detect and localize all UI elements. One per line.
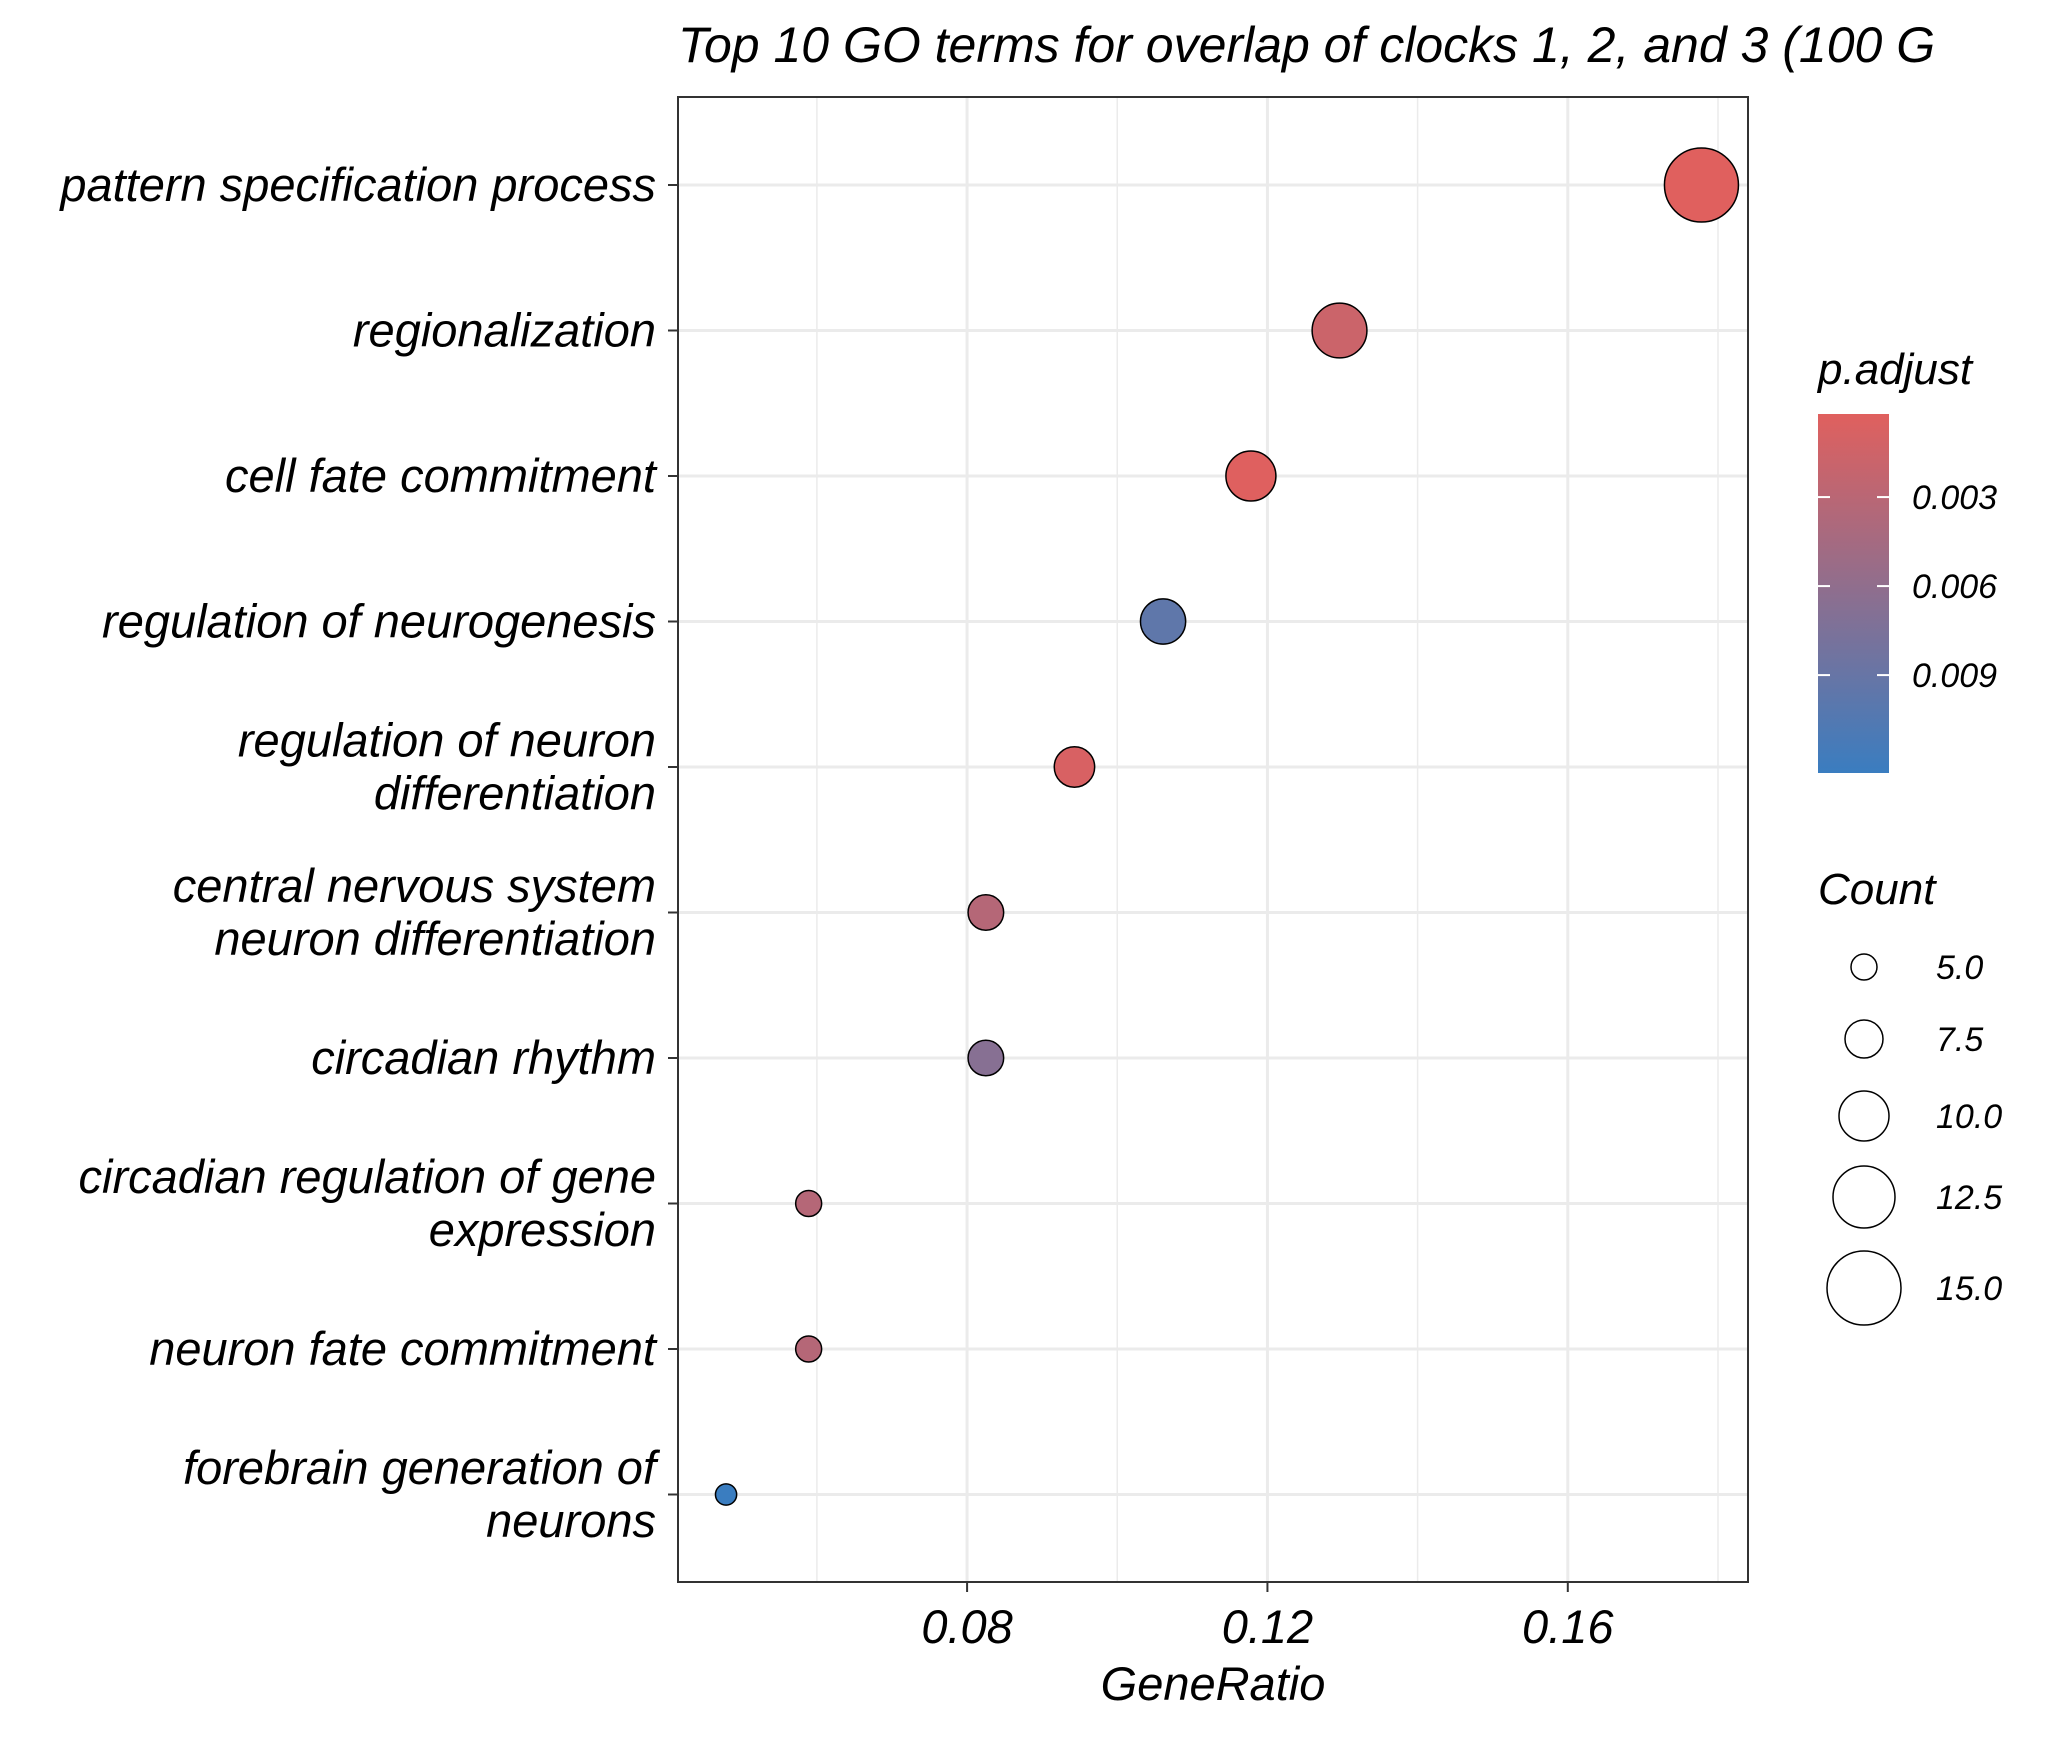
y-tick-label: pattern specification process [58, 158, 656, 211]
data-point [1663, 147, 1740, 223]
colorbar-label: 0.006 [1912, 568, 1997, 606]
points-layer [714, 147, 1740, 1506]
x-tick-label: 0.16 [1522, 1600, 1614, 1653]
y-tick-label: cell fate commitment [225, 449, 658, 502]
legend-count: Count 5.0 7.5 10.0 12.5 15.0 [1818, 865, 2002, 1326]
y-tick-label: neuron fate commitment [149, 1322, 658, 1375]
size-key [1838, 1090, 1890, 1142]
x-tick-label: 0.08 [921, 1600, 1012, 1653]
colorbar-label: 0.009 [1912, 657, 1997, 695]
x-axis-title: GeneRatio [1101, 1657, 1326, 1710]
data-point [794, 1335, 823, 1363]
y-tick-label: circadian rhythm [311, 1031, 656, 1084]
colorbar-label: 0.003 [1912, 479, 1997, 517]
data-point [1311, 302, 1368, 359]
padjust-colorbar [1818, 414, 1889, 773]
x-tick-label: 0.12 [1222, 1600, 1313, 1653]
legend-padjust-title: p.adjust [1816, 345, 1974, 394]
data-point [1053, 746, 1096, 788]
x-axis: 0.08 0.12 0.16 [921, 1582, 1614, 1653]
legend-padjust: p.adjust 0.003 0.006 0.009 [1816, 345, 1997, 773]
y-tick-label: central nervous system neuron differentia… [173, 859, 656, 965]
size-key [1850, 953, 1878, 981]
data-point [967, 1039, 1005, 1077]
size-key-label: 10.0 [1936, 1098, 2002, 1136]
y-tick-label: regulation of neurogenesis [102, 595, 656, 648]
size-key [1826, 1250, 1902, 1326]
size-key [1832, 1165, 1896, 1229]
panel-grid [678, 97, 1748, 1582]
size-key-label: 12.5 [1936, 1179, 2002, 1217]
size-key-label: 7.5 [1936, 1021, 1983, 1059]
y-tick-label: regionalization [353, 304, 656, 357]
panel-border [677, 96, 1749, 1583]
data-point [1139, 598, 1187, 645]
panel-background [678, 97, 1748, 1582]
size-key-label: 15.0 [1936, 1270, 2002, 1308]
data-point [1225, 450, 1277, 502]
size-key [1844, 1019, 1884, 1059]
size-key-label: 5.0 [1936, 949, 1983, 987]
legend-count-title: Count [1818, 865, 1937, 914]
y-tick-label: circadian regulation of gene expression [79, 1150, 656, 1256]
data-point [794, 1189, 823, 1218]
y-tick-label: forebrain generation of neurons [183, 1441, 661, 1547]
y-axis: pattern specification process regionaliza… [58, 158, 678, 1547]
chart-title: Top 10 GO terms for overlap of clocks 1,… [678, 17, 1935, 73]
data-point [967, 893, 1005, 932]
data-point [714, 1483, 738, 1506]
y-tick-label: regulation of neuron differentiation [238, 714, 656, 820]
